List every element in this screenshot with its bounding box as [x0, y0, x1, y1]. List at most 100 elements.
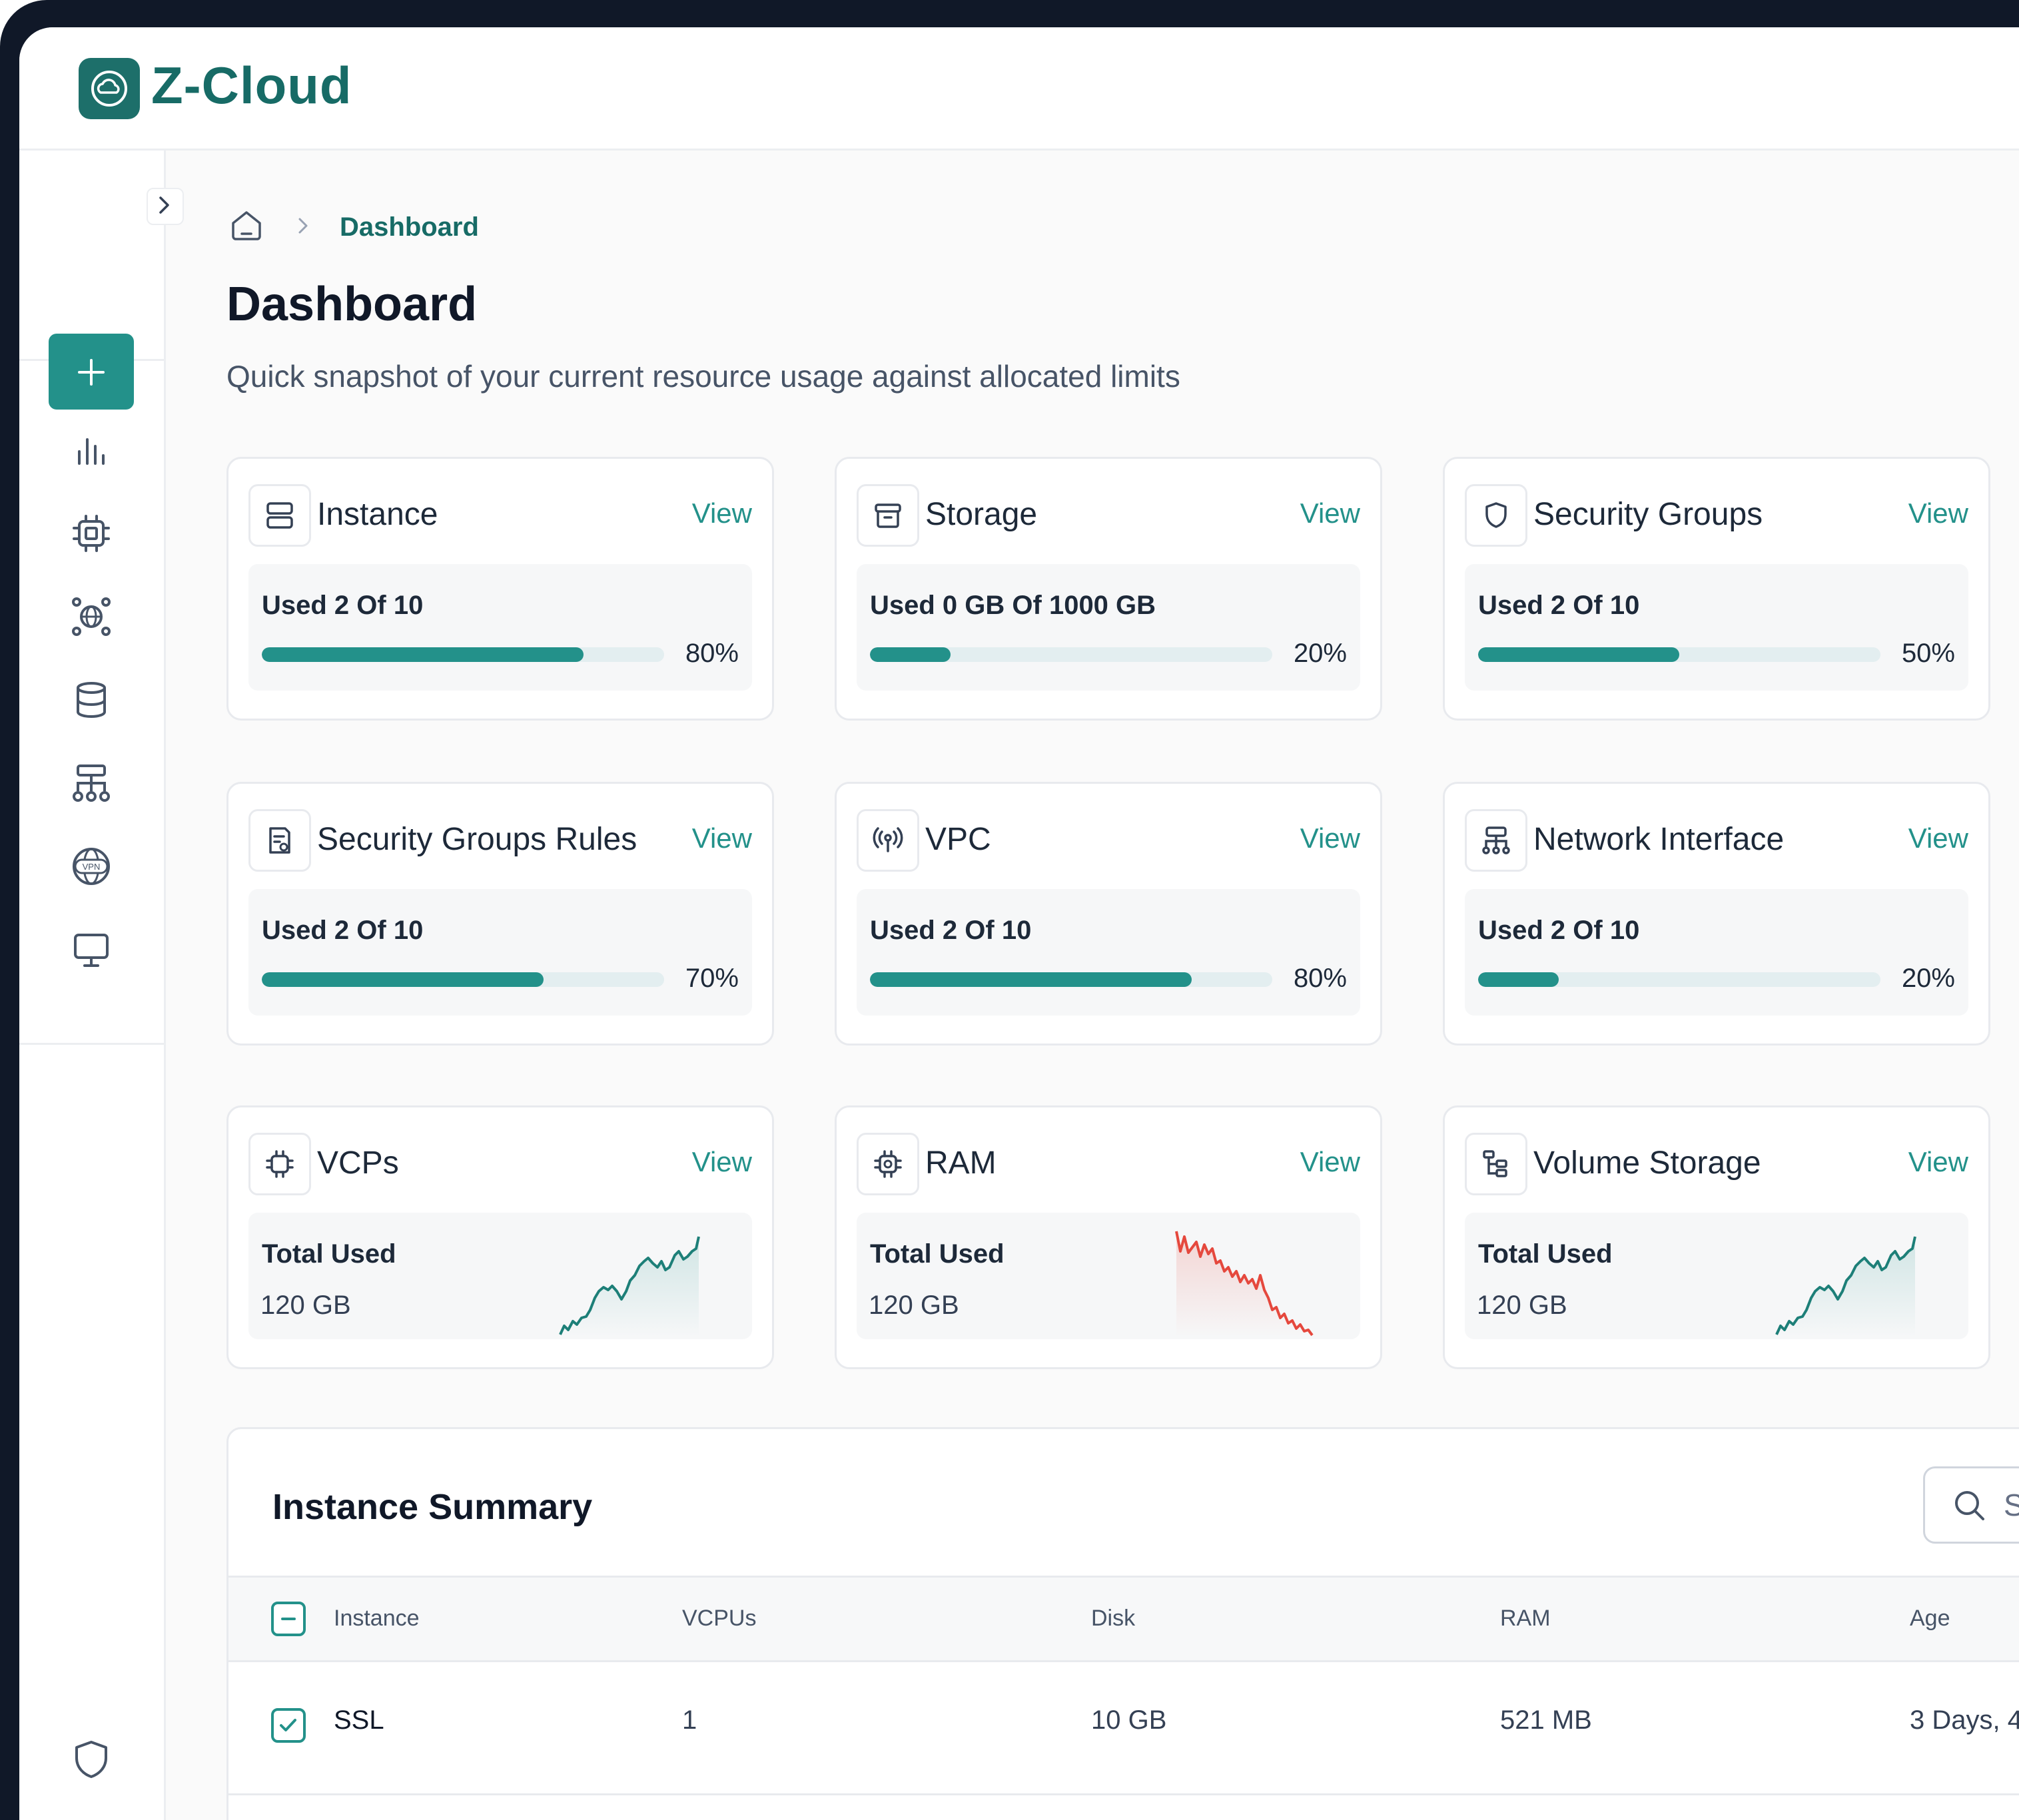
total-label: Total Used [1478, 1239, 1613, 1269]
sidebar-divider [19, 1043, 164, 1045]
instance-summary-panel: Instance Summary S Instance VCPUs Disk R… [226, 1427, 2019, 1820]
database-icon[interactable] [70, 679, 113, 721]
chart-icon[interactable] [70, 429, 113, 471]
vpn-globe-icon[interactable]: VPN [70, 845, 113, 888]
security-groups-rules-card: Security Groups Rules View Used 2 Of 10 … [226, 782, 774, 1046]
row-checkbox[interactable] [271, 1708, 306, 1743]
usage-panel: Used 2 Of 10 20% [1465, 889, 1968, 1016]
usage-percent: 20% [1293, 639, 1347, 668]
add-button[interactable] [49, 334, 134, 410]
search-input[interactable]: S [1923, 1466, 2019, 1544]
broadcast-icon [857, 809, 919, 872]
check-icon [280, 1719, 296, 1731]
view-link[interactable]: View [691, 822, 752, 854]
usage-progress-bar [870, 972, 1272, 987]
topology-icon[interactable] [70, 762, 113, 804]
card-title: Instance [317, 497, 438, 532]
progress-fill [1478, 972, 1559, 987]
cell-ram: 521 MB [1500, 1705, 1592, 1735]
total-panel: Total Used 120 GB [1465, 1213, 1968, 1339]
table-row[interactable]: SSL 1 10 GB 521 MB 3 Days, 4 [228, 1660, 2019, 1795]
security-groups-card: Security Groups View Used 2 Of 10 50% [1443, 457, 1990, 721]
search-placeholder: S [2004, 1488, 2019, 1522]
card-title: VCPs [317, 1145, 399, 1181]
view-link[interactable]: View [1300, 822, 1360, 854]
progress-fill [1478, 647, 1679, 662]
column-header-instance[interactable]: Instance [334, 1606, 420, 1631]
shield-icon[interactable] [70, 1738, 113, 1781]
usage-progress-bar [1478, 647, 1880, 662]
plus-icon [90, 359, 93, 386]
chevron-right-icon [159, 196, 169, 214]
breadcrumb-current[interactable]: Dashboard [340, 212, 479, 242]
cluster-icon[interactable] [70, 595, 113, 638]
usage-panel: Used 2 Of 10 70% [248, 889, 752, 1016]
monitor-icon[interactable] [70, 928, 113, 971]
vcps-card: VCPs View Total Used 120 GB [226, 1105, 774, 1369]
page-title: Dashboard [226, 278, 478, 331]
view-link[interactable]: View [1908, 1146, 1968, 1177]
sidebar-toggle-button[interactable] [147, 188, 184, 225]
vpc-card: VPC View Used 2 Of 10 80% [835, 782, 1382, 1046]
usage-percent: 70% [685, 964, 739, 993]
sparkline-up [1775, 1236, 1916, 1337]
column-header-vcpus[interactable]: VCPUs [682, 1606, 757, 1631]
view-link[interactable]: View [1300, 1146, 1360, 1177]
volume-storage-card: Volume Storage View Total Used 120 GB [1443, 1105, 1990, 1369]
cell-age: 3 Days, 4 [1910, 1705, 2019, 1735]
search-icon [1955, 1491, 1984, 1520]
total-label: Total Used [870, 1239, 1005, 1269]
network-icon [1465, 809, 1527, 872]
usage-panel: Used 2 Of 10 50% [1465, 564, 1968, 691]
progress-fill [870, 972, 1192, 987]
cpu-icon[interactable] [70, 512, 113, 555]
shield-icon [1465, 484, 1527, 547]
ram-icon [857, 1133, 919, 1195]
table-header: Instance VCPUs Disk RAM Age [228, 1576, 2019, 1662]
home-icon[interactable] [228, 207, 265, 244]
cloud-logo-icon [79, 58, 140, 119]
storage-card: Storage View Used 0 GB Of 1000 GB 20% [835, 457, 1382, 721]
cell-disk: 10 GB [1091, 1705, 1167, 1735]
column-header-disk[interactable]: Disk [1091, 1606, 1136, 1631]
card-title: Storage [925, 497, 1038, 532]
card-title: VPC [925, 822, 991, 857]
usage-text: Used 2 Of 10 [262, 591, 424, 620]
usage-percent: 80% [685, 639, 739, 668]
volume-icon [1465, 1133, 1527, 1195]
archive-icon [857, 484, 919, 547]
total-panel: Total Used 120 GB [248, 1213, 752, 1339]
view-link[interactable]: View [691, 497, 752, 529]
sparkline-down [1175, 1231, 1314, 1337]
view-link[interactable]: View [1908, 822, 1968, 854]
instance-card: Instance View Used 2 Of 10 80% [226, 457, 774, 721]
view-link[interactable]: View [691, 1146, 752, 1177]
usage-progress-bar [870, 647, 1272, 662]
svg-text:VPN: VPN [83, 862, 101, 872]
app-name: Z-Cloud [151, 56, 352, 115]
cell-instance: SSL [334, 1705, 384, 1735]
column-header-ram[interactable]: RAM [1500, 1606, 1551, 1631]
sidebar: VPN [19, 151, 166, 1820]
usage-percent: 20% [1901, 964, 1955, 993]
view-link[interactable]: View [1908, 497, 1968, 529]
total-label: Total Used [262, 1239, 396, 1269]
usage-progress-bar [262, 972, 664, 987]
usage-panel: Used 2 Of 10 80% [857, 889, 1360, 1016]
usage-text: Used 2 Of 10 [1478, 916, 1640, 945]
view-link[interactable]: View [1300, 497, 1360, 529]
card-title: Security Groups Rules [317, 822, 637, 857]
rules-icon [248, 809, 311, 872]
cell-vcpus: 1 [682, 1705, 697, 1735]
usage-progress-bar [262, 647, 664, 662]
top-bar: Z-Cloud [19, 27, 2019, 151]
usage-text: Used 2 Of 10 [262, 916, 424, 945]
select-all-checkbox[interactable] [271, 1602, 306, 1636]
minus-icon [281, 1618, 296, 1620]
sparkline-up [559, 1236, 700, 1337]
page-subtitle: Quick snapshot of your current resource … [226, 359, 1180, 394]
progress-fill [262, 972, 544, 987]
column-header-age[interactable]: Age [1910, 1606, 1950, 1631]
total-value: 120 GB [260, 1291, 351, 1320]
usage-progress-bar [1478, 972, 1880, 987]
